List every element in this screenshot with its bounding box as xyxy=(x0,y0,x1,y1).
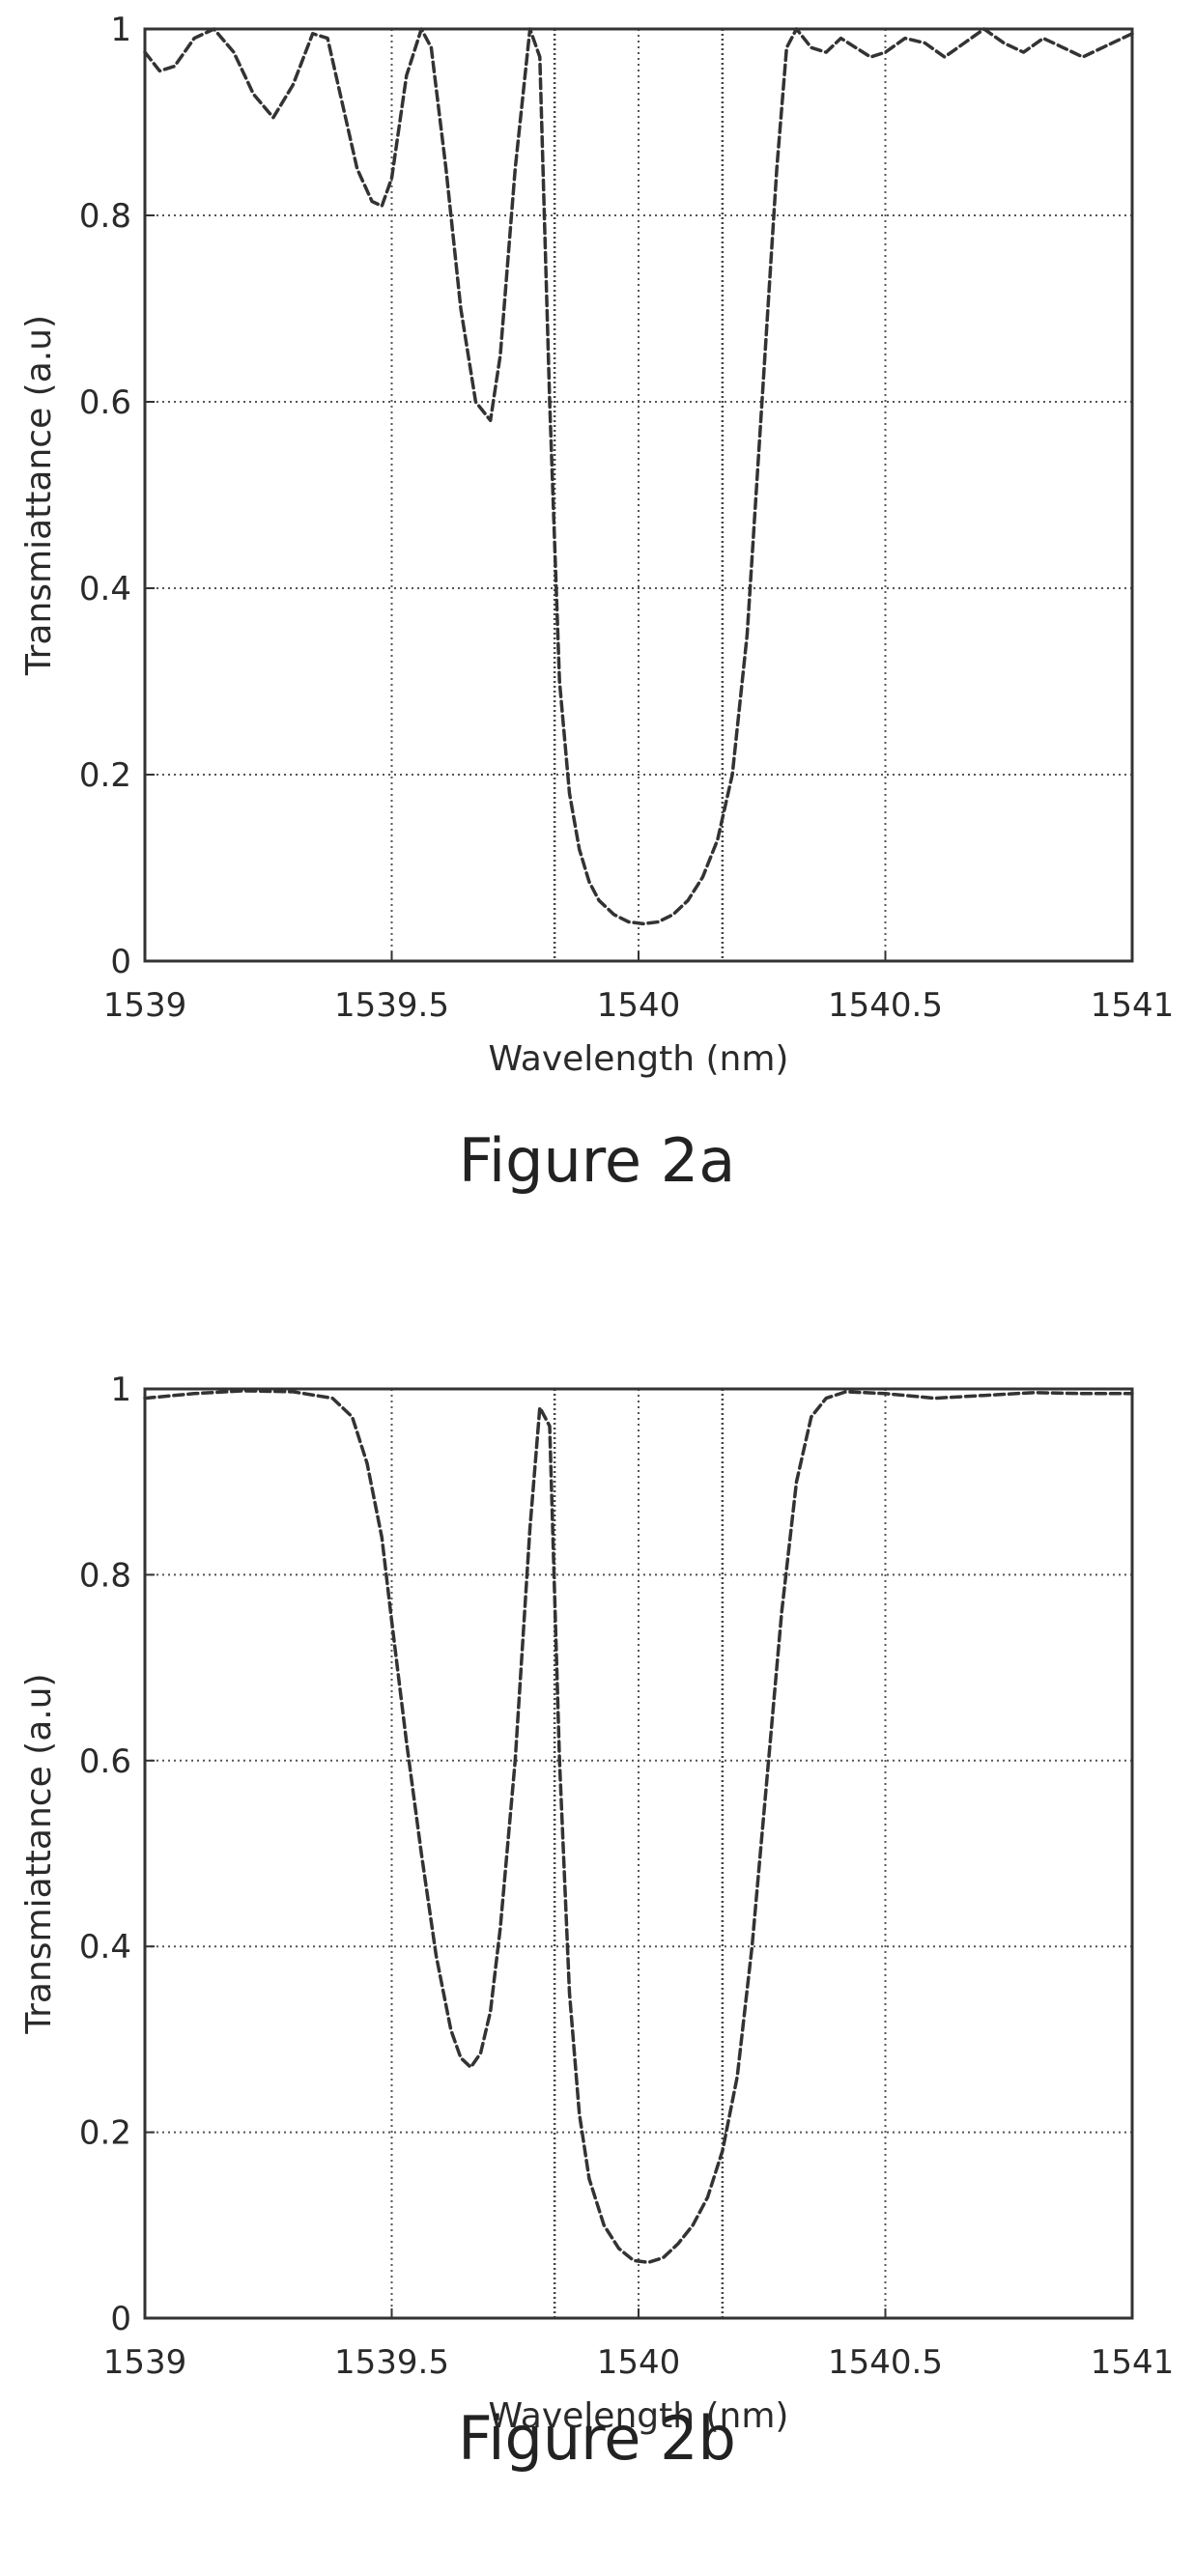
x-tick-label: 1539.5 xyxy=(334,2343,449,2382)
x-axis-label: Wavelength (nm) xyxy=(489,1039,789,1079)
figure-2b: 1539 1539.5 1540 1540.5 1541 0 0.2 0.4 0.6 0.8 1 Wa… xyxy=(0,1352,1194,2576)
y-tick-label: 0.4 xyxy=(79,1928,131,1967)
y-axis-label: Transmiattance (a.u) xyxy=(19,1673,59,2034)
transmittance-series-line xyxy=(143,27,1134,926)
x-tick-label: 1539 xyxy=(103,986,187,1025)
y-tick-label: 0.6 xyxy=(79,1742,131,1781)
y-tick-label: 0.2 xyxy=(79,2114,131,2153)
figure-2a: 1539 1539.5 1540 1540.5 1541 0 0.2 0.4 0.6 0.8 1 Wa… xyxy=(0,0,1194,1227)
x-tick-label: 1540 xyxy=(597,986,681,1025)
y-tick-label: 0.6 xyxy=(79,383,131,422)
y-tick-label: 0.8 xyxy=(79,197,131,236)
x-tick-label: 1541 xyxy=(1091,2343,1175,2382)
y-tick-label: 0 xyxy=(110,2300,131,2338)
y-tick-label: 0.2 xyxy=(79,756,131,795)
y-tick-label: 0 xyxy=(110,943,131,981)
y-axis-label: Transmiattance (a.u) xyxy=(19,315,59,676)
y-tick-label: 1 xyxy=(110,1371,131,1409)
x-tick-label: 1540 xyxy=(597,2343,681,2382)
y-tick-label: 0.8 xyxy=(79,1556,131,1595)
x-tick-label: 1539.5 xyxy=(334,986,449,1025)
figure-2a-caption: Figure 2a xyxy=(458,1125,736,1196)
chart-2b: 1539 1539.5 1540 1540.5 1541 0 0.2 0.4 0.6 0.8 1 Wa… xyxy=(19,1371,1175,2436)
x-tick-label: 1540.5 xyxy=(828,986,943,1025)
figure-2b-caption: Figure 2b xyxy=(458,2403,736,2474)
x-axis-label: Wavelength (nm) xyxy=(489,2396,789,2436)
x-tick-label: 1540.5 xyxy=(828,2343,943,2382)
y-tick-label: 0.4 xyxy=(79,570,131,609)
y-tick-label: 1 xyxy=(110,11,131,49)
transmittance-series-line xyxy=(143,1389,1134,2265)
chart-2a: 1539 1539.5 1540 1540.5 1541 0 0.2 0.4 0.6 0.8 1 Wa… xyxy=(19,11,1175,1079)
x-tick-label: 1539 xyxy=(103,2343,187,2382)
x-tick-label: 1541 xyxy=(1091,986,1175,1025)
